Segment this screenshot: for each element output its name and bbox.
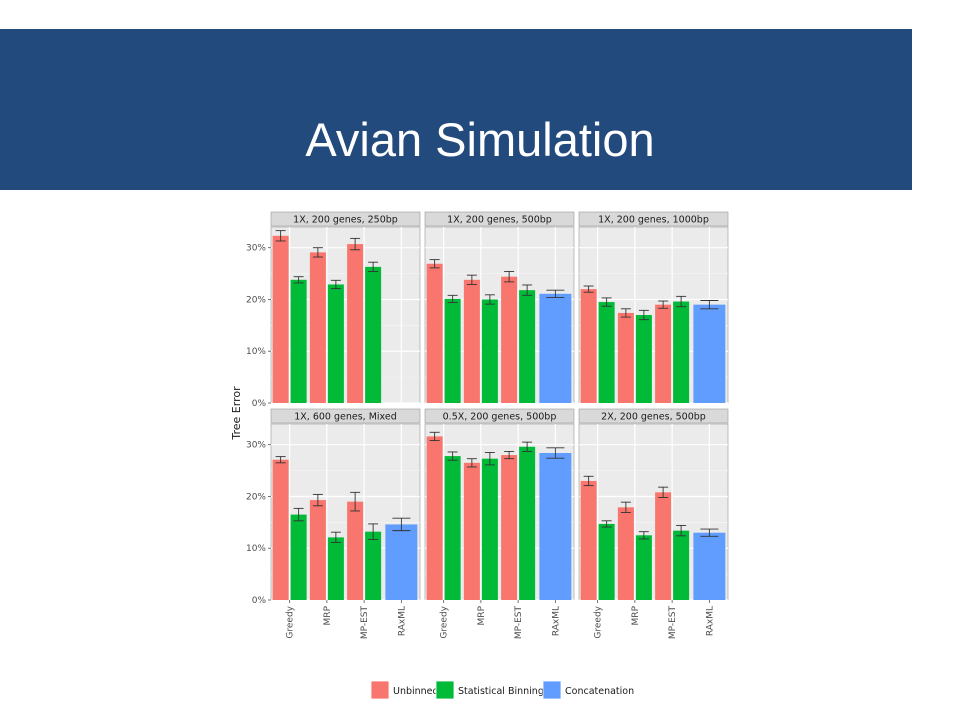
x-tick-label: RAxML (705, 606, 715, 636)
x-tick-label: RAxML (397, 606, 407, 636)
bar (327, 284, 344, 403)
title-banner (0, 29, 912, 190)
bar (309, 252, 326, 403)
bar (463, 462, 480, 600)
bar (327, 537, 344, 600)
bar (272, 235, 289, 403)
facet-strip (424, 211, 575, 227)
bar (347, 244, 364, 403)
bar (385, 524, 418, 600)
bar (501, 455, 518, 600)
facet-strip (578, 211, 729, 227)
facet-panel: 2X, 200 genes, 500bp Greedy MRP MP-EST RAxML (578, 408, 729, 639)
bar (290, 279, 307, 403)
bar (365, 531, 382, 600)
x-tick-label: Greedy (440, 605, 450, 638)
bar (347, 501, 364, 600)
facet-strip (424, 408, 575, 424)
bar (519, 446, 536, 600)
y-tick-label: 10% (246, 347, 266, 357)
x-tick-label: MP-EST (668, 605, 678, 639)
facet-strip (270, 211, 421, 227)
x-tick-label: MP-EST (514, 605, 524, 639)
legend-label: Statistical Binning (458, 686, 544, 697)
bar (444, 456, 461, 600)
x-tick-label: Greedy (594, 605, 604, 638)
x-tick-label: MP-EST (360, 605, 370, 639)
bar (481, 458, 498, 600)
facet-panel: 1X, 200 genes, 1000bp (578, 211, 729, 404)
bar (463, 279, 480, 403)
facet-panel: 1X, 200 genes, 500bp (424, 211, 575, 404)
facet-title: 1X, 600 genes, Mixed (294, 412, 397, 423)
bar (519, 290, 536, 403)
bar (655, 492, 672, 600)
facet-panel: 1X, 600 genes, Mixed 0% 10% 20% 30% Greedy MRP… (246, 408, 421, 639)
bar (539, 452, 572, 600)
facet-title: 1X, 200 genes, 1000bp (598, 215, 709, 226)
facet-panel: 0.5X, 200 genes, 500bp Greedy MRP MP-EST RAx… (424, 408, 575, 639)
bar (580, 289, 597, 403)
legend-label: Unbinned (393, 686, 439, 697)
facet-title: 0.5X, 200 genes, 500bp (443, 412, 557, 423)
bar (693, 304, 726, 403)
bar (426, 263, 443, 403)
bar (444, 298, 461, 403)
y-tick-label: 0% (252, 596, 267, 606)
bar (481, 299, 498, 403)
legend-label: Concatenation (565, 686, 634, 697)
bar (365, 266, 382, 403)
bar (635, 535, 652, 600)
bar (617, 507, 634, 600)
x-tick-label: RAxML (551, 606, 561, 636)
bar (426, 436, 443, 600)
facet-panel: 1X, 200 genes, 250bp 0% 10% 20% 30% (246, 211, 421, 409)
bar (673, 301, 690, 403)
bar (580, 480, 597, 600)
facet-strip (270, 408, 421, 424)
legend-swatch (542, 680, 562, 700)
bar (501, 276, 518, 403)
facet-title: 1X, 200 genes, 250bp (293, 215, 398, 226)
bar (539, 293, 572, 403)
facet-title: 2X, 200 genes, 500bp (601, 412, 706, 423)
legend-swatch (435, 680, 455, 700)
y-tick-label: 10% (246, 544, 266, 554)
legend: Unbinned Statistical Binning Concatenation (370, 680, 634, 700)
y-axis-label: Tree Error (230, 386, 243, 441)
bar (598, 302, 615, 403)
bar (290, 514, 307, 600)
slide-title: Avian Simulation (305, 113, 655, 166)
bar (673, 530, 690, 600)
bar (309, 500, 326, 600)
y-tick-label: 30% (246, 441, 266, 451)
bar (598, 523, 615, 600)
bar (617, 312, 634, 403)
y-tick-label: 0% (252, 399, 267, 409)
y-tick-label: 30% (246, 244, 266, 254)
bar (635, 315, 652, 403)
facet-strip (578, 408, 729, 424)
bar (693, 532, 726, 600)
facet-title: 1X, 200 genes, 500bp (447, 215, 552, 226)
bar (272, 459, 289, 600)
y-tick-label: 20% (246, 295, 266, 305)
x-tick-label: MRP (631, 605, 641, 625)
legend-swatch (370, 680, 390, 700)
x-tick-label: MRP (477, 605, 487, 625)
y-tick-label: 20% (246, 492, 266, 502)
x-tick-label: Greedy (286, 605, 296, 638)
x-tick-label: MRP (323, 605, 333, 625)
bar (655, 304, 672, 403)
